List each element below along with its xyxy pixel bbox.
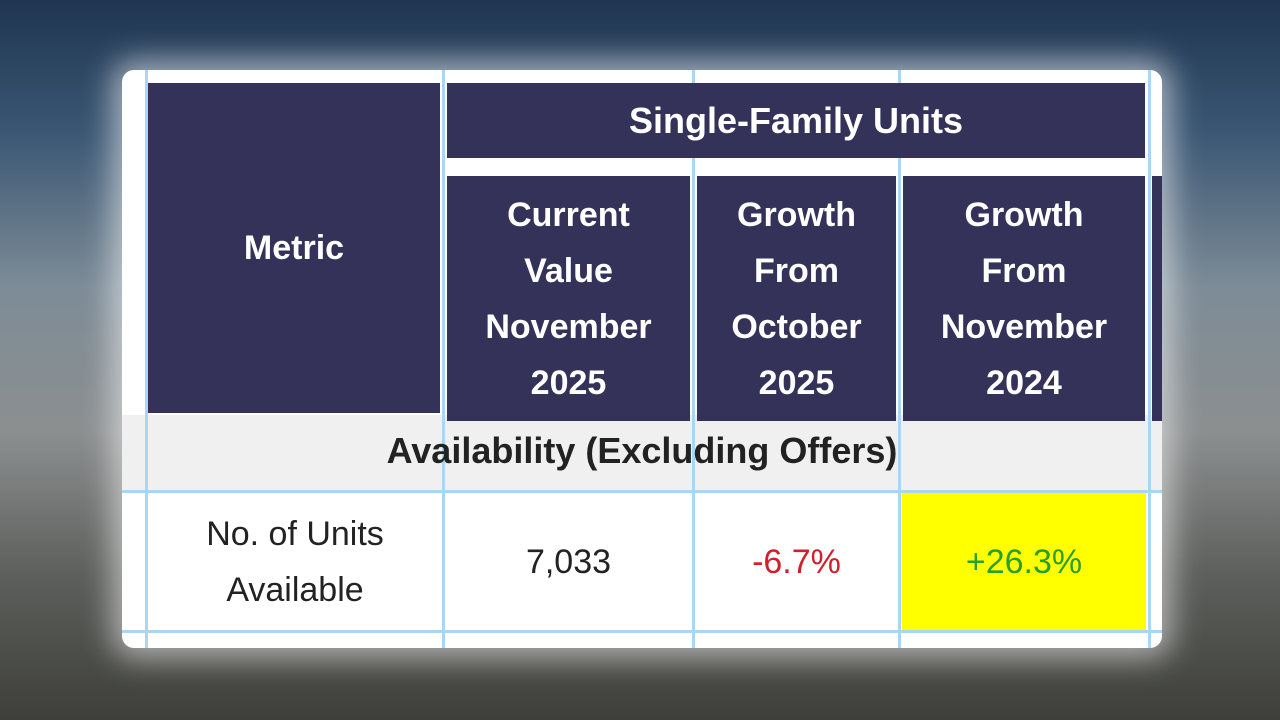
header-cell: Metric — [148, 83, 440, 413]
header-cell: Growth From October 2025 — [697, 176, 896, 421]
section-row — [122, 415, 1162, 491]
grid-line — [122, 630, 1162, 633]
value-cell: 7,033 — [525, 542, 612, 581]
header-cell: Current Value November 2025 — [447, 176, 690, 421]
grid-line — [898, 70, 901, 648]
value-cell: -6.7% — [752, 542, 841, 581]
row-label: No. of Units Available — [206, 514, 384, 609]
grid-line — [122, 490, 1162, 493]
table-card: Metric Single-Family Units Current Value… — [122, 70, 1162, 648]
section-title: Availability (Excluding Offers) — [386, 430, 898, 471]
grid-line — [442, 70, 445, 648]
grid-line — [692, 70, 695, 648]
header-cell: Growth From November 2024 — [903, 176, 1145, 421]
header-edge — [1152, 176, 1162, 421]
group-header: Single-Family Units — [447, 83, 1145, 158]
value-cell: +26.3% — [902, 493, 1146, 630]
grid-line — [145, 70, 148, 648]
grid-line — [1148, 70, 1151, 648]
